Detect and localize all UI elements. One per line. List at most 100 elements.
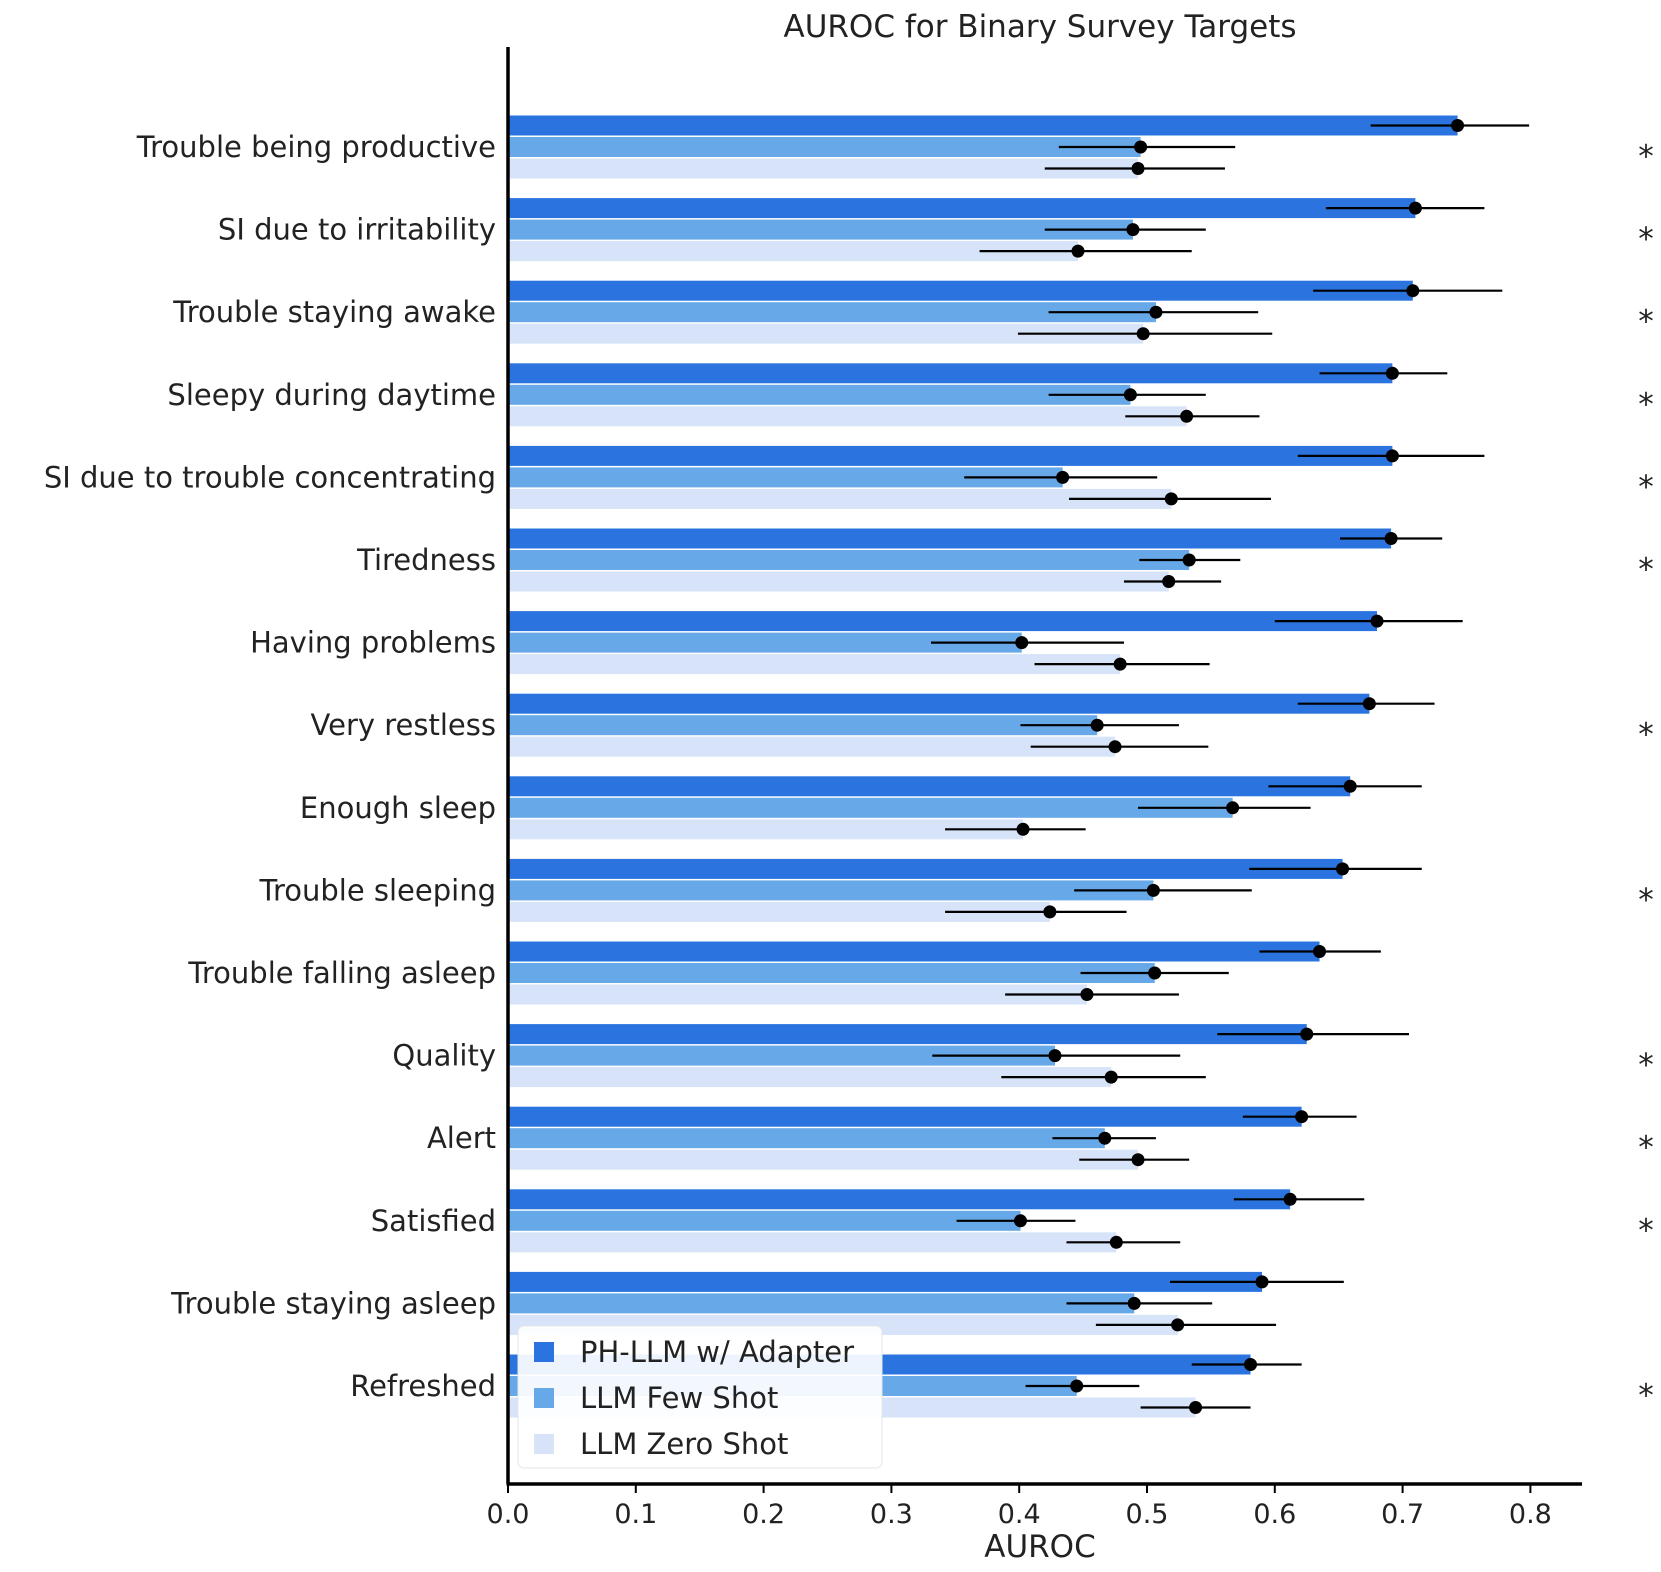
category-label: Sleepy during daytime (167, 378, 496, 412)
bar-ph-llm-adapter (508, 1271, 1263, 1292)
mean-point (1313, 945, 1327, 958)
x-tick-label: 0.1 (614, 1499, 657, 1530)
mean-point (1162, 575, 1176, 588)
category-label: Tiredness (356, 543, 496, 577)
bar-llm-zero-shot (508, 158, 1139, 179)
category-label: Refreshed (350, 1369, 496, 1403)
bar-llm-few-shot (508, 302, 1156, 323)
significance-star: * (1638, 1378, 1654, 1414)
mean-point (1090, 718, 1104, 732)
bar-ph-llm-adapter (508, 1106, 1302, 1127)
bar-llm-zero-shot (508, 1067, 1112, 1088)
mean-point (1108, 740, 1122, 754)
bar-llm-few-shot (508, 1210, 1021, 1231)
mean-point (1182, 553, 1196, 567)
mean-point (1134, 140, 1148, 154)
bar-ph-llm-adapter (508, 363, 1393, 384)
mean-point (1362, 697, 1376, 711)
mean-point (1336, 862, 1350, 876)
mean-point (1146, 883, 1160, 897)
bar-ph-llm-adapter (508, 198, 1416, 219)
x-axis-label: AUROC (984, 1529, 1095, 1565)
mean-point (1148, 966, 1162, 980)
bar-llm-zero-shot (508, 241, 1078, 262)
bar-llm-zero-shot (508, 984, 1087, 1005)
bar-llm-zero-shot (508, 406, 1187, 427)
mean-point (1136, 327, 1150, 341)
mean-point (1385, 449, 1399, 463)
bar-llm-few-shot (508, 550, 1190, 570)
mean-point (1189, 1401, 1203, 1414)
error-bars-layer (931, 119, 1530, 1414)
mean-point (1300, 1027, 1314, 1041)
mean-point (1149, 305, 1163, 319)
bar-llm-zero-shot (508, 571, 1169, 592)
mean-point (1048, 1049, 1062, 1063)
x-tick-label: 0.3 (870, 1499, 913, 1530)
mean-point (1283, 1192, 1297, 1206)
bar-ph-llm-adapter (508, 776, 1351, 797)
mean-point (1109, 1235, 1123, 1249)
bar-llm-few-shot (508, 715, 1098, 736)
bar-ph-llm-adapter (508, 115, 1458, 136)
legend-label: LLM Few Shot (580, 1381, 778, 1415)
mean-point (1056, 470, 1070, 484)
mean-point (1408, 201, 1422, 215)
category-labels: Trouble being productive SI due to irrita… (44, 130, 496, 1403)
legend-box (517, 1325, 883, 1469)
x-tick-label: 0.0 (487, 1499, 530, 1530)
axes (506, 47, 1582, 1486)
mean-point (1043, 905, 1057, 919)
mean-point (1127, 1296, 1141, 1310)
chart-title: AUROC for Binary Survey Targets (783, 9, 1296, 45)
category-label: Enough sleep (300, 791, 496, 825)
bar-ph-llm-adapter (508, 941, 1320, 962)
significance-star: * (1638, 882, 1654, 918)
category-label: Alert (427, 1121, 496, 1155)
bar-ph-llm-adapter (508, 1189, 1291, 1210)
x-tick-label: 0.5 (1126, 1499, 1169, 1530)
significance-star: * (1638, 1130, 1654, 1166)
significance-star: * (1638, 469, 1654, 505)
bar-ph-llm-adapter (508, 1024, 1307, 1045)
bar-llm-zero-shot (508, 819, 1024, 840)
category-label: Trouble sleeping (259, 873, 497, 907)
bar-llm-few-shot (508, 1045, 1055, 1066)
mean-point (1406, 284, 1420, 298)
legend-swatch (534, 1388, 554, 1408)
category-label: SI due to irritability (218, 213, 496, 247)
bar-ph-llm-adapter (508, 280, 1413, 301)
significance-star: * (1638, 222, 1654, 258)
bar-llm-few-shot (508, 384, 1131, 405)
x-tick-label: 0.8 (1509, 1499, 1552, 1530)
category-label: Trouble staying asleep (170, 1286, 496, 1320)
mean-point (1343, 779, 1357, 793)
bars-layer (508, 115, 1458, 1418)
bar-llm-zero-shot (508, 736, 1116, 757)
mean-point (1070, 1379, 1084, 1393)
category-label: Trouble falling asleep (187, 956, 496, 990)
category-label: Having problems (250, 626, 496, 660)
legend-swatch (534, 1434, 554, 1454)
bar-llm-few-shot (508, 1128, 1105, 1149)
mean-point (1384, 532, 1398, 545)
mean-point (1180, 409, 1194, 423)
bar-ph-llm-adapter (508, 528, 1392, 549)
legend-label: PH-LLM w/ Adapter (580, 1335, 854, 1369)
category-label: Trouble staying awake (172, 295, 496, 329)
bar-llm-few-shot (508, 467, 1063, 488)
bar-ph-llm-adapter (508, 858, 1343, 879)
mean-point (1015, 636, 1029, 650)
bar-llm-few-shot (508, 1293, 1135, 1314)
mean-point (1071, 244, 1085, 258)
mean-point (1126, 223, 1140, 237)
mean-point (1013, 1214, 1027, 1228)
significance-star: * (1638, 139, 1654, 175)
mean-point (1131, 1153, 1145, 1167)
category-label: Satisfied (371, 1204, 496, 1238)
mean-point (1080, 988, 1094, 1001)
mean-point (1385, 366, 1399, 380)
x-tick-label: 0.4 (998, 1499, 1041, 1530)
bar-ph-llm-adapter (508, 445, 1393, 466)
